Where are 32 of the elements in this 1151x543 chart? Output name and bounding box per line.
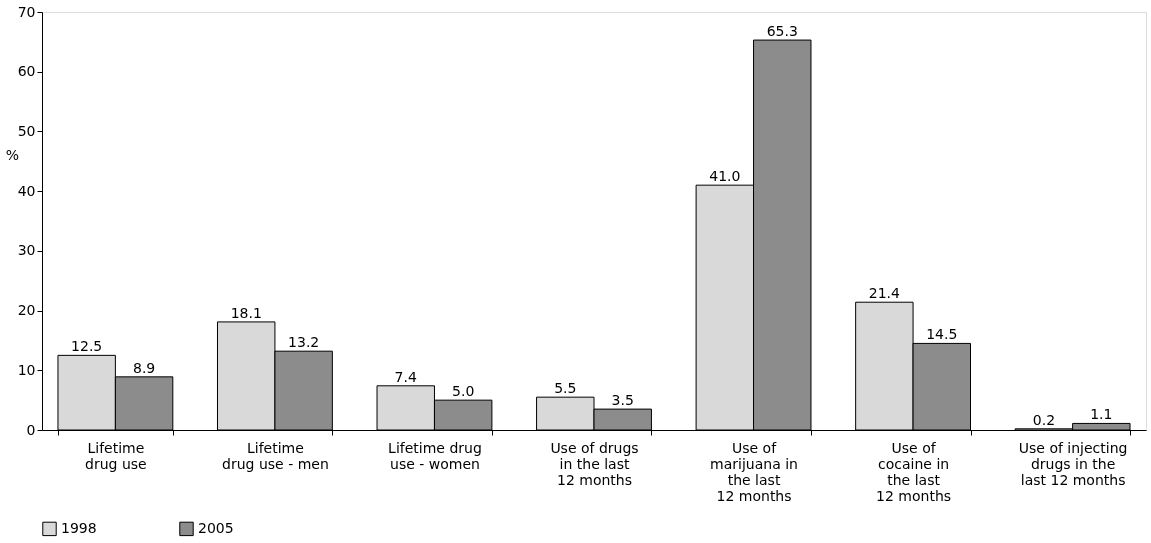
y-tick-label: 70 xyxy=(17,3,36,20)
x-tick-label: Use of marijuana in the last 12 months xyxy=(710,439,798,504)
y-axis-title: % xyxy=(5,146,20,163)
data-label: 18.1 xyxy=(230,304,262,321)
y-tick-label: 20 xyxy=(17,302,36,319)
legend-label: 2005 xyxy=(198,519,234,536)
data-label: 14.5 xyxy=(926,326,958,343)
data-label: 7.4 xyxy=(394,368,417,385)
data-label: 0.2 xyxy=(1032,411,1056,428)
data-label: 1.1 xyxy=(1090,406,1113,423)
x-tick-label: Lifetime drug use xyxy=(85,439,147,472)
data-label: 3.5 xyxy=(611,392,634,409)
data-label: 21.4 xyxy=(868,285,901,302)
y-tick-label: 10 xyxy=(17,361,36,378)
data-label: 65.3 xyxy=(766,23,798,40)
data-label: 13.2 xyxy=(288,334,320,351)
y-tick-label: 0 xyxy=(26,421,36,438)
data-label: 5.5 xyxy=(554,380,577,397)
data-label: 12.5 xyxy=(71,338,103,355)
x-tick-label: Lifetime drug use - men xyxy=(222,439,329,472)
y-tick-label: 50 xyxy=(17,122,36,139)
legend-label: 1998 xyxy=(61,519,97,536)
y-tick-label: 40 xyxy=(17,182,36,199)
data-label: 5.0 xyxy=(452,383,475,400)
y-tick-label: 30 xyxy=(17,242,36,259)
y-tick-label: 60 xyxy=(17,63,36,80)
x-tick-label: Use of drugs in the last 12 months xyxy=(550,439,639,488)
x-tick-label: Use of injecting drugs in the last 12 months xyxy=(1018,439,1128,488)
data-label: 41.0 xyxy=(709,168,741,185)
data-label: 8.9 xyxy=(132,359,156,376)
x-tick-label: Use of cocaine in the last 12 months xyxy=(876,439,952,504)
x-tick-label: Lifetime drug use - women xyxy=(388,439,482,472)
